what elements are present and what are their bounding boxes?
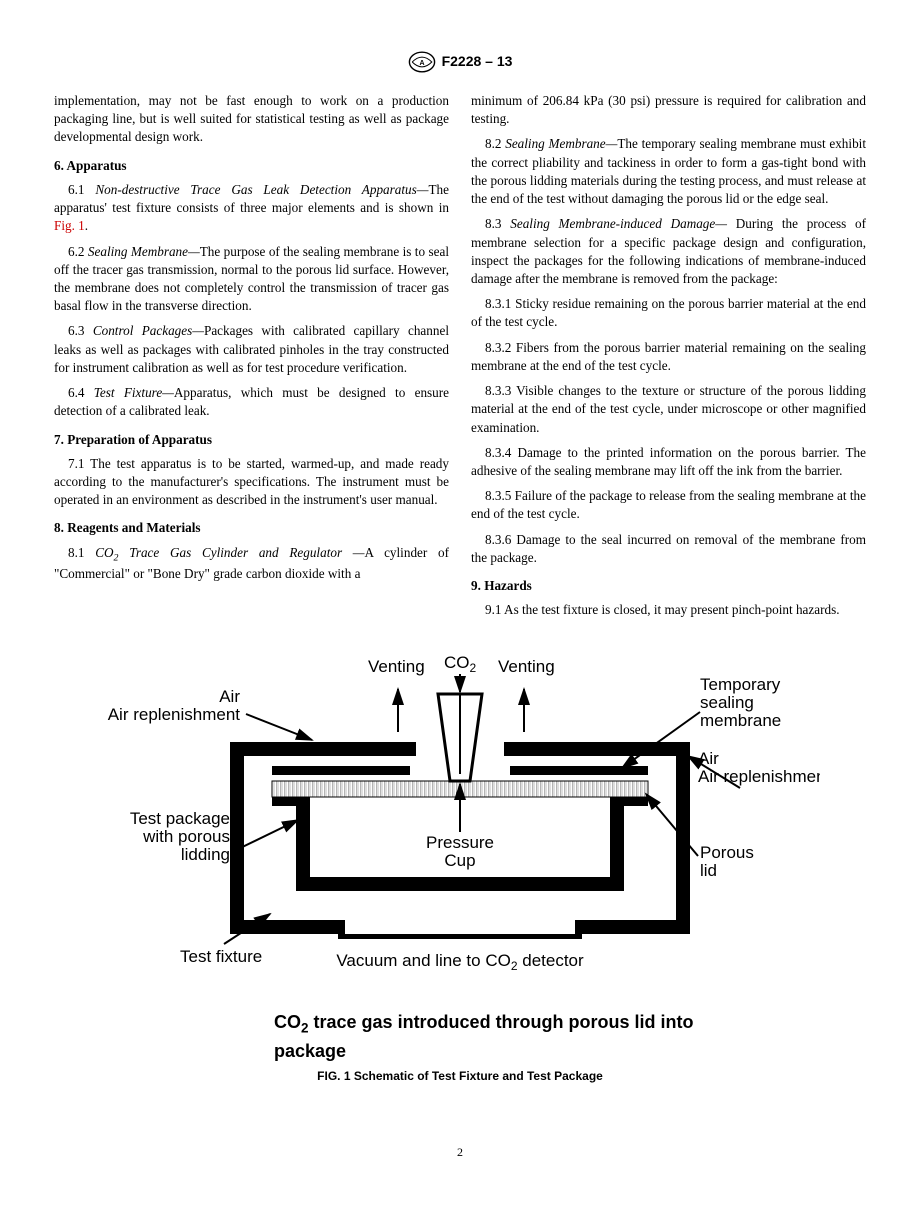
astm-logo-icon: A <box>408 50 436 74</box>
s6-2: 6.2 Sealing Membrane—The purpose of the … <box>54 243 449 316</box>
s6-3b: Control Packages— <box>93 323 204 338</box>
label-vac: Vacuum and line to CO2 detector <box>336 951 584 973</box>
s8-3-6: 8.3.6 Damage to the seal incurred on rem… <box>471 531 866 567</box>
s6-1b: Non-destructive Trace Gas Leak Detection… <box>95 182 428 197</box>
s6-4b: Test Fixture— <box>94 385 174 400</box>
s8-3b: Sealing Membrane-induced Damage— <box>510 216 727 231</box>
s6-2a: 6.2 <box>68 244 88 259</box>
s9-1: 9.1 As the test fixture is closed, it ma… <box>471 601 866 619</box>
sec7-head: 7. Preparation of Apparatus <box>54 431 449 449</box>
s6-1: 6.1 Non-destructive Trace Gas Leak Detec… <box>54 181 449 236</box>
label-venting-l: Venting <box>368 657 425 676</box>
label-tsm-3: membrane <box>700 711 781 730</box>
page-number: 2 <box>54 1144 866 1161</box>
s6-4: 6.4 Test Fixture—Apparatus, which must b… <box>54 384 449 420</box>
right-column: minimum of 206.84 kPa (30 psi) pressure … <box>471 92 866 626</box>
sec6-head: 6. Apparatus <box>54 157 449 175</box>
label-tfix: Test fixture <box>180 947 262 966</box>
s8-3a: 8.3 <box>485 216 510 231</box>
label-venting-r: Venting <box>498 657 555 676</box>
label-co2: CO2 <box>444 653 477 675</box>
left-column: implementation, may not be fast enough t… <box>54 92 449 626</box>
s8-2: 8.2 Sealing Membrane—The temporary seali… <box>471 135 866 208</box>
s8-1a: 8.1 <box>68 545 95 560</box>
label-pcup1: Pressure <box>426 833 494 852</box>
label-tsm-1: Temporary <box>700 675 781 694</box>
sec9-head: 9. Hazards <box>471 577 866 595</box>
s6-4a: 6.4 <box>68 385 94 400</box>
s8-3-3: 8.3.3 Visible changes to the texture or … <box>471 382 866 437</box>
s8-3: 8.3 Sealing Membrane-induced Damage— Dur… <box>471 215 866 288</box>
s8-1b-pre: CO2 Trace Gas Cylinder and Regulator — <box>95 545 364 560</box>
text-columns: implementation, may not be fast enough t… <box>54 92 866 626</box>
label-pcup2: Cup <box>444 851 475 870</box>
s6-2b: Sealing Membrane— <box>88 244 200 259</box>
figure-caption: FIG. 1 Schematic of Test Fixture and Tes… <box>54 1068 866 1085</box>
s6-3: 6.3 Control Packages—Packages with calib… <box>54 322 449 377</box>
s6-3a: 6.3 <box>68 323 93 338</box>
label-plid2: lid <box>700 861 717 880</box>
label-air-l1: Air <box>219 687 240 706</box>
label-tpkg1: Test package <box>130 809 230 828</box>
label-air-r2: Air replenishment <box>698 767 820 786</box>
intro: implementation, may not be fast enough t… <box>54 92 449 147</box>
sec8-head: 8. Reagents and Materials <box>54 519 449 537</box>
s8-3-1: 8.3.1 Sticky residue remaining on the po… <box>471 295 866 331</box>
s6-1d: . <box>85 218 88 233</box>
label-tsm-2: sealing <box>700 693 754 712</box>
s8-3-5: 8.3.5 Failure of the package to release … <box>471 487 866 523</box>
s8-3-2: 8.3.2 Fibers from the porous barrier mat… <box>471 339 866 375</box>
s8-1-cont: minimum of 206.84 kPa (30 psi) pressure … <box>471 92 866 128</box>
s8-3-4: 8.3.4 Damage to the printed information … <box>471 444 866 480</box>
s8-2a: 8.2 <box>485 136 505 151</box>
s8-2b: Sealing Membrane— <box>505 136 617 151</box>
label-tpkg3: lidding <box>181 845 230 864</box>
figure-svg: Venting CO2 Venting Air Air replenishmen… <box>100 644 820 1004</box>
label-tpkg2: with porous <box>142 827 230 846</box>
label-air-l2: Air replenishment <box>108 705 241 724</box>
figure-1: Venting CO2 Venting Air Air replenishmen… <box>54 644 866 1084</box>
svg-text:A: A <box>419 60 424 67</box>
s8-1: 8.1 CO2 Trace Gas Cylinder and Regulator… <box>54 544 449 584</box>
s6-1a: 6.1 <box>68 182 95 197</box>
fig1-link[interactable]: Fig. 1 <box>54 218 85 233</box>
label-plid1: Porous <box>700 843 754 862</box>
s7-1: 7.1 The test apparatus is to be started,… <box>54 455 449 510</box>
header: A F2228 – 13 <box>54 50 866 74</box>
figure-title: CO2 trace gas introduced through porous … <box>274 1010 694 1063</box>
designation: F2228 – 13 <box>442 52 513 71</box>
